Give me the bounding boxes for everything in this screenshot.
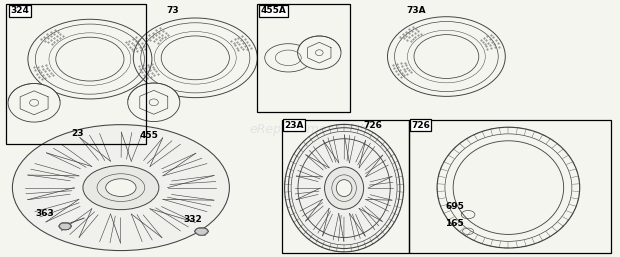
Text: 23: 23 [71, 128, 84, 137]
Ellipse shape [12, 125, 229, 251]
Text: 73A: 73A [406, 6, 426, 15]
Text: 363: 363 [35, 209, 54, 218]
Bar [6, 4, 146, 144]
Ellipse shape [195, 227, 208, 235]
Text: eReplacementParts: eReplacementParts [249, 123, 371, 136]
Ellipse shape [128, 83, 180, 122]
Text: 332: 332 [183, 215, 202, 224]
Ellipse shape [288, 128, 400, 249]
Ellipse shape [336, 180, 352, 197]
Bar [257, 4, 350, 112]
Bar [282, 120, 409, 253]
Ellipse shape [105, 179, 136, 196]
Ellipse shape [325, 167, 363, 209]
Text: 726: 726 [363, 121, 382, 130]
Text: 23A: 23A [284, 121, 303, 130]
Ellipse shape [265, 44, 312, 72]
Text: 73: 73 [166, 6, 179, 15]
Ellipse shape [298, 36, 341, 69]
Ellipse shape [59, 222, 71, 230]
Text: 695: 695 [445, 202, 464, 211]
Ellipse shape [8, 84, 60, 122]
Ellipse shape [83, 166, 159, 210]
Text: 455A: 455A [260, 6, 286, 15]
Text: 455: 455 [140, 131, 158, 140]
Text: 726: 726 [411, 121, 430, 130]
Text: 165: 165 [445, 219, 464, 228]
Text: 324: 324 [11, 6, 29, 15]
Bar [409, 120, 611, 253]
